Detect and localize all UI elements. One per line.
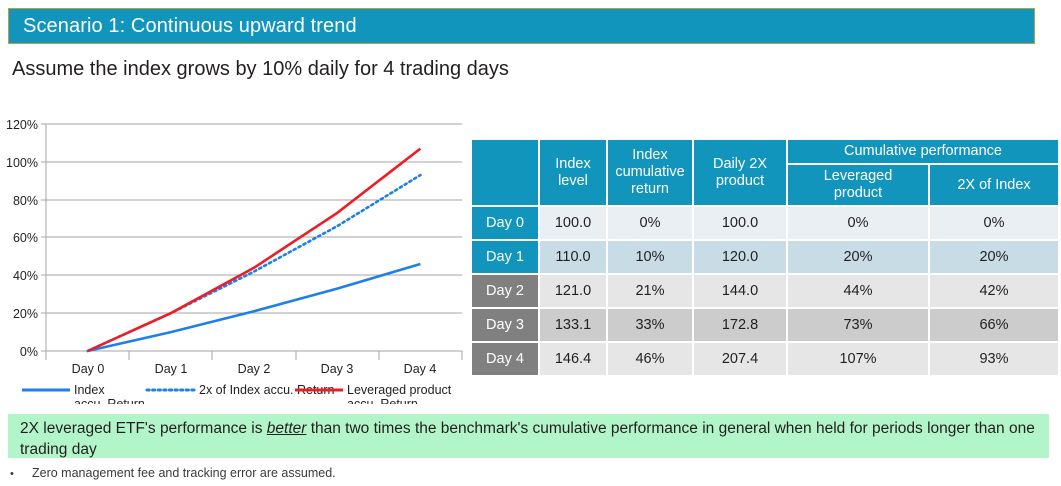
y-tick-label: 120% xyxy=(6,118,38,132)
header-cell-corner xyxy=(472,140,538,206)
cell-index-cumulative-return: 0% xyxy=(608,207,692,240)
table-body: Day 0 100.0 0% 100.0 0% 0% Day 1 110.0 10% 120.0 2… xyxy=(472,207,1058,376)
cell-2x-of-index: 0% xyxy=(930,207,1058,240)
x-tick-label: Day 1 xyxy=(155,362,188,376)
chart-legend: Index accu. Return 2x of Index accu. Ret… xyxy=(22,383,452,404)
header-cell-leveraged-product: Leveraged product xyxy=(788,165,928,206)
cell-2x-of-index: 93% xyxy=(930,343,1058,376)
y-tick-label: 60% xyxy=(13,231,38,245)
chart-gridlines xyxy=(46,123,462,352)
row-label-day-0: Day 0 xyxy=(472,207,538,240)
cell-index-cumulative-return: 46% xyxy=(608,343,692,376)
header-line: Daily 2X xyxy=(713,155,767,172)
row-label-day-4: Day 4 xyxy=(472,343,538,376)
cell-leveraged-product: 0% xyxy=(788,207,928,240)
cell-2x-of-index: 42% xyxy=(930,275,1058,308)
y-tick-label: 0% xyxy=(20,345,38,359)
legend-label-leveraged-line2: accu. Return xyxy=(347,397,418,404)
header-line: level xyxy=(558,172,588,189)
subtitle-text: Assume the index grows by 10% daily for … xyxy=(12,58,509,80)
x-tick-label: Day 2 xyxy=(238,362,271,376)
cell-leveraged-product: 107% xyxy=(788,343,928,376)
cell-daily-2x-product: 100.0 xyxy=(694,207,786,240)
table-row: Day 2 121.0 21% 144.0 44% 42% xyxy=(472,275,1058,308)
cell-daily-2x-product: 172.8 xyxy=(694,309,786,342)
header-cell-index-level: Index level xyxy=(540,140,606,206)
performance-line-chart: 120% 100% 80% 60% 40% 20% 0% Day 0 Day 1… xyxy=(0,112,470,404)
header-cell-index-cumulative-return: Index cumulative return xyxy=(608,140,692,206)
legend-label-2x-of-index: 2x of Index accu. Return xyxy=(199,383,335,397)
footnote: • Zero management fee and tracking error… xyxy=(10,466,336,480)
header-cell-daily-2x-product: Daily 2X product xyxy=(694,140,786,206)
chart-x-tick-labels: Day 0 Day 1 Day 2 Day 3 Day 4 xyxy=(72,362,437,376)
header-cell-2x-of-index: 2X of Index xyxy=(930,165,1058,206)
performance-table: Index level Index cumulative return Dail… xyxy=(470,138,1060,377)
legend-label-index-line1: Index xyxy=(74,383,105,397)
row-label-day-1: Day 1 xyxy=(472,241,538,274)
cell-leveraged-product: 73% xyxy=(788,309,928,342)
x-tick-label: Day 0 xyxy=(72,362,105,376)
header-line: Index xyxy=(555,155,591,172)
table-row: Day 0 100.0 0% 100.0 0% 0% xyxy=(472,207,1058,240)
bullet-icon: • xyxy=(10,468,14,480)
table-header: Index level Index cumulative return Dail… xyxy=(472,140,1058,206)
callout-text-before: 2X leveraged ETF's performance is xyxy=(20,420,267,437)
cell-index-level: 121.0 xyxy=(540,275,606,308)
y-tick-label: 20% xyxy=(13,307,38,321)
callout-emphasis: better xyxy=(266,420,307,437)
y-tick-label: 100% xyxy=(6,156,38,170)
series-line-2x-of-index xyxy=(86,173,422,353)
cell-index-level: 146.4 xyxy=(540,343,606,376)
x-tick-label: Day 4 xyxy=(404,362,437,376)
x-tick-label: Day 3 xyxy=(321,362,354,376)
legend-label-leveraged-line1: Leveraged product xyxy=(347,383,452,397)
table-row: Day 3 133.1 33% 172.8 73% 66% xyxy=(472,309,1058,342)
key-takeaway-callout: 2X leveraged ETF's performance is better… xyxy=(8,414,1049,458)
cell-index-level: 133.1 xyxy=(540,309,606,342)
series-line-leveraged-product xyxy=(87,147,422,353)
chart-y-ticks xyxy=(41,123,46,352)
cell-daily-2x-product: 144.0 xyxy=(694,275,786,308)
y-tick-label: 40% xyxy=(13,269,38,283)
cell-leveraged-product: 44% xyxy=(788,275,928,308)
cell-index-cumulative-return: 10% xyxy=(608,241,692,274)
callout-text-after: than two times the benchmark's cumulativ… xyxy=(20,420,1035,458)
row-label-day-2: Day 2 xyxy=(472,275,538,308)
cell-2x-of-index: 66% xyxy=(930,309,1058,342)
footnote-text: Zero management fee and tracking error a… xyxy=(32,466,336,480)
cell-index-cumulative-return: 33% xyxy=(608,309,692,342)
cell-daily-2x-product: 120.0 xyxy=(694,241,786,274)
header-cell-cumulative-performance: Cumulative performance xyxy=(788,140,1058,164)
y-tick-label: 80% xyxy=(13,194,38,208)
chart-svg: 120% 100% 80% 60% 40% 20% 0% Day 0 Day 1… xyxy=(6,118,463,404)
series-line-index xyxy=(87,262,421,353)
page-title: Scenario 1: Continuous upward trend xyxy=(23,15,357,37)
header-line: Index xyxy=(632,147,668,163)
table-header-row-top: Index level Index cumulative return Dail… xyxy=(472,140,1058,206)
header-line: product xyxy=(715,172,765,189)
table-row: Day 4 146.4 46% 207.4 107% 93% xyxy=(472,343,1058,376)
row-label-day-3: Day 3 xyxy=(472,309,538,342)
chart-y-tick-labels: 120% 100% 80% 60% 40% 20% 0% xyxy=(6,118,38,359)
cell-2x-of-index: 20% xyxy=(930,241,1058,274)
scenario-title-bar: Scenario 1: Continuous upward trend xyxy=(8,8,1035,44)
header-line: return xyxy=(631,181,669,198)
legend-label-index-line2: accu. Return xyxy=(74,397,145,404)
table-header-row-bottom: Leveraged product 2X of Index xyxy=(472,165,1058,206)
cell-index-level: 110.0 xyxy=(540,241,606,274)
table-row: Day 1 110.0 10% 120.0 20% 20% xyxy=(472,241,1058,274)
cell-leveraged-product: 20% xyxy=(788,241,928,274)
cell-index-level: 100.0 xyxy=(540,207,606,240)
chart-x-ticks xyxy=(45,351,463,360)
cell-daily-2x-product: 207.4 xyxy=(694,343,786,376)
header-line: cumulative xyxy=(615,164,685,181)
header-line: product xyxy=(833,185,883,202)
header-line: Leveraged xyxy=(823,168,893,185)
cell-index-cumulative-return: 21% xyxy=(608,275,692,308)
